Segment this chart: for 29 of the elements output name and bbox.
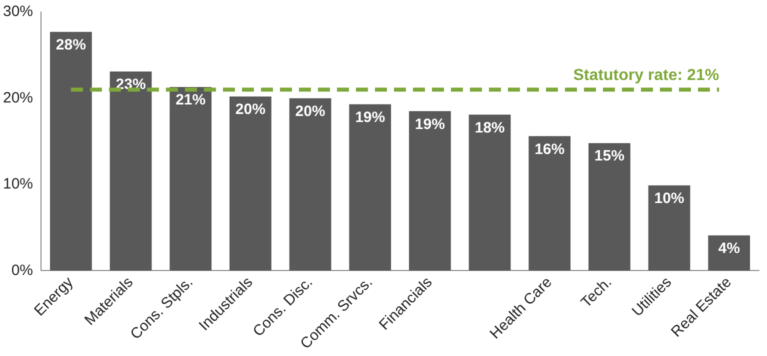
- data-label: 20%: [295, 102, 326, 120]
- bar: [170, 87, 212, 271]
- data-label: 19%: [414, 116, 445, 133]
- bar: [229, 96, 272, 271]
- bar: [648, 185, 690, 271]
- bar: [289, 98, 332, 271]
- data-label: 4%: [718, 240, 740, 257]
- y-tick-label: 20%: [2, 89, 34, 106]
- data-label: 19%: [355, 108, 386, 126]
- bar: [468, 114, 511, 271]
- bar: [528, 136, 571, 271]
- bar: [708, 235, 750, 271]
- bar: [110, 72, 152, 271]
- ref-line-label: Statutory rate: 21%: [573, 67, 720, 84]
- bar: [588, 143, 630, 271]
- data-label: 21%: [176, 92, 206, 109]
- data-label: 16%: [534, 140, 565, 158]
- data-label: 20%: [235, 101, 266, 118]
- y-tick-label: 30%: [2, 3, 34, 20]
- data-label: 18%: [474, 119, 505, 136]
- data-label: 15%: [594, 148, 624, 165]
- data-label: 28%: [56, 36, 86, 54]
- y-tick-label: 10%: [2, 176, 34, 193]
- y-tick-label: 0%: [11, 262, 34, 279]
- x-tick-label: Tech.: [578, 274, 616, 312]
- bar: [408, 111, 451, 271]
- bar: [349, 104, 392, 271]
- data-label: 10%: [654, 190, 684, 207]
- bar: [50, 32, 92, 271]
